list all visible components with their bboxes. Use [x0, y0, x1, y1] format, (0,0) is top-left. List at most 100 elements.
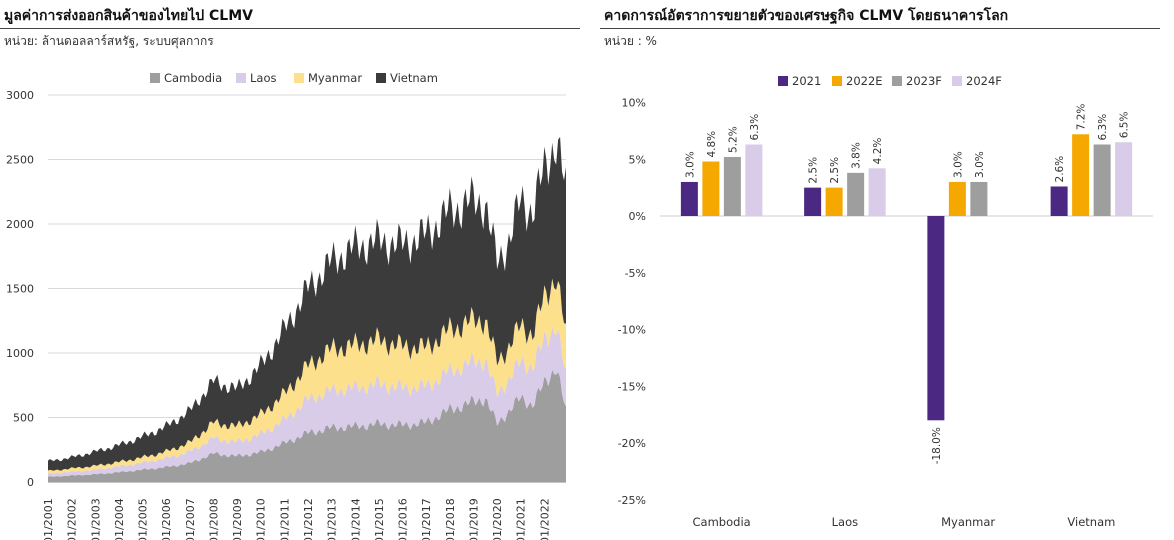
- x-tick-label: 01/2003: [89, 498, 102, 540]
- area-series-laos: [48, 326, 566, 477]
- data-label: 7.2%: [1076, 104, 1088, 131]
- y-tick-label: 1500: [6, 283, 34, 296]
- category-label: Vietnam: [1067, 515, 1115, 529]
- data-label: 5.2%: [727, 126, 739, 153]
- bar-cambodia-2022e: [702, 161, 720, 216]
- data-label: 3.0%: [952, 151, 964, 178]
- area-series-vietnam: [48, 137, 566, 471]
- left-panel: มูลค่าการส่งออกสินค้าของไทยไป CLMV หน่วย…: [0, 0, 580, 540]
- x-tick-label: 01/2011: [278, 498, 291, 540]
- right-chart-title: คาดการณ์อัตราการขยายตัวของเศรษฐกิจ CLMV …: [604, 8, 1009, 24]
- x-tick-label: 01/2019: [467, 498, 480, 540]
- y-tick-label: 2000: [6, 218, 34, 231]
- legend-swatch-2022e: [832, 76, 842, 86]
- area-series-myanmar: [48, 278, 566, 474]
- y-tick-label: -25%: [618, 494, 646, 507]
- x-tick-label: 01/2018: [444, 498, 457, 540]
- data-label: 4.2%: [872, 138, 884, 165]
- data-label: 2.5%: [829, 157, 841, 184]
- y-tick-label: 5%: [629, 153, 646, 166]
- bar-vietnam-2024f: [1115, 142, 1133, 216]
- data-label: 3.0%: [974, 151, 986, 178]
- legend-label-vietnam: Vietnam: [390, 71, 438, 85]
- x-tick-label: 01/2021: [515, 498, 528, 540]
- x-tick-label: 01/2002: [66, 498, 79, 540]
- area-series-cambodia: [48, 369, 566, 482]
- left-title-rule: [0, 28, 580, 29]
- y-tick-label: -15%: [618, 380, 646, 393]
- x-tick-label: 01/2008: [207, 498, 220, 540]
- data-label: 6.3%: [749, 114, 761, 141]
- data-label: 6.3%: [1097, 114, 1109, 141]
- bar-vietnam-2021: [1050, 186, 1068, 216]
- legend-label-cambodia: Cambodia: [164, 71, 222, 85]
- y-tick-label: 3000: [6, 89, 34, 102]
- data-label: 3.8%: [851, 142, 863, 169]
- bar-laos-2022e: [825, 187, 843, 216]
- legend-label-2023f: 2023F: [906, 74, 942, 88]
- bar-cambodia-2021: [680, 181, 698, 216]
- legend-swatch-vietnam: [376, 73, 386, 83]
- x-tick-label: 01/2004: [113, 498, 126, 540]
- right-title-rule: [600, 28, 1160, 29]
- x-tick-label: 01/2007: [184, 498, 197, 540]
- area-chart: 0 500 1000 1500 2000 2500 3000 01/2001 01/2002 01…: [6, 71, 566, 540]
- legend-swatch-myanmar: [294, 73, 304, 83]
- bar-vietnam-2023f: [1093, 144, 1111, 216]
- legend-swatch-2024f: [952, 76, 962, 86]
- y-tick-label: 1000: [6, 347, 34, 360]
- left-chart-unit: หน่วย: ล้านดอลลาร์สหรัฐ, ระบบศุลกากร: [4, 34, 214, 48]
- y-tick-label: 0%: [629, 210, 646, 223]
- legend-swatch-cambodia: [150, 73, 160, 83]
- x-tick-label: 01/2020: [491, 498, 504, 540]
- bar-myanmar-2022e: [948, 181, 966, 216]
- bar-laos-2024f: [868, 168, 886, 216]
- bar-chart: 10% 5% 0% -5% -10% -15% -20% -25% 3.0% 4.8% 5.2% 6.…: [618, 74, 1153, 529]
- bar-myanmar-2023f: [970, 181, 988, 216]
- data-label: 4.8%: [706, 131, 718, 158]
- data-label: 2.6%: [1054, 156, 1066, 183]
- bar-laos-2023f: [847, 172, 865, 216]
- data-label: 2.5%: [808, 157, 820, 184]
- category-label: Laos: [832, 515, 858, 529]
- category-label: Cambodia: [693, 515, 751, 529]
- right-chart-unit: หน่วย : %: [604, 34, 657, 48]
- legend-label-myanmar: Myanmar: [308, 71, 362, 85]
- legend-label-2021: 2021: [792, 74, 821, 88]
- data-label: 6.5%: [1119, 112, 1131, 139]
- y-tick-label: 500: [13, 412, 34, 425]
- bar-cambodia-2023f: [723, 156, 741, 216]
- x-tick-label: 01/2014: [349, 498, 362, 540]
- x-tick-label: 01/2006: [160, 498, 173, 540]
- legend-swatch-laos: [236, 73, 246, 83]
- category-label: Myanmar: [941, 515, 995, 529]
- y-tick-label: -20%: [618, 437, 646, 450]
- right-panel: คาดการณ์อัตราการขยายตัวของเศรษฐกิจ CLMV …: [600, 0, 1174, 540]
- data-label: 3.0%: [684, 151, 696, 178]
- y-tick-label: 2500: [6, 154, 34, 167]
- y-tick-label: 0: [27, 476, 34, 489]
- x-tick-label: 01/2022: [538, 498, 551, 540]
- x-tick-label: 01/2013: [326, 498, 339, 540]
- data-label: -18.0%: [931, 427, 943, 464]
- bar-myanmar-2021: [927, 216, 945, 421]
- x-tick-label: 01/2017: [420, 498, 433, 540]
- legend-label-2022e: 2022E: [846, 74, 883, 88]
- bar-vietnam-2022e: [1072, 134, 1090, 216]
- x-tick-label: 01/2015: [373, 498, 386, 540]
- legend-label-2024f: 2024F: [966, 74, 1002, 88]
- legend-swatch-2023f: [892, 76, 902, 86]
- left-chart-title: มูลค่าการส่งออกสินค้าของไทยไป CLMV: [4, 8, 253, 24]
- x-tick-label: 01/2009: [231, 498, 244, 540]
- bar-laos-2021: [804, 187, 822, 216]
- y-tick-label: -5%: [625, 267, 646, 280]
- x-tick-label: 01/2016: [397, 498, 410, 540]
- x-tick-label: 01/2001: [42, 498, 55, 540]
- x-tick-label: 01/2012: [302, 498, 315, 540]
- legend-label-laos: Laos: [250, 71, 276, 85]
- bar-cambodia-2024f: [745, 144, 763, 216]
- y-tick-label: 10%: [622, 97, 646, 110]
- x-tick-label: 01/2010: [255, 498, 268, 540]
- x-tick-label: 01/2005: [137, 498, 150, 540]
- legend-swatch-2021: [778, 76, 788, 86]
